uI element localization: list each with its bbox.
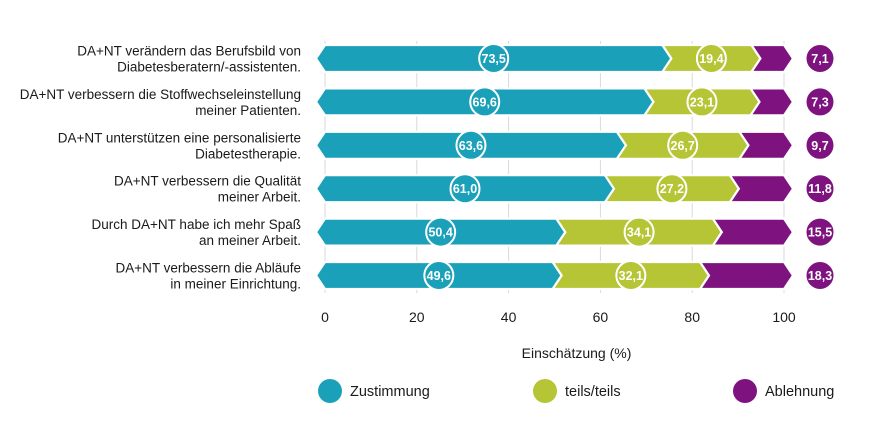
legend-swatch bbox=[533, 379, 557, 403]
category-label-line: Diabetesberatern/-assistenten. bbox=[117, 60, 301, 75]
data-label: 63,6 bbox=[459, 139, 483, 153]
category-label-line: DA+NT verbessern die Abläufe bbox=[116, 261, 301, 276]
category-label-line: DA+NT verändern das Berufsbild von bbox=[77, 44, 301, 59]
category-label-line: Diabetestherapie. bbox=[195, 146, 301, 161]
data-label: 32,1 bbox=[619, 269, 643, 283]
legend-label: Ablehnung bbox=[765, 384, 834, 400]
value-bubble bbox=[804, 260, 836, 291]
value-bubble bbox=[423, 260, 455, 291]
data-label: 11,8 bbox=[808, 182, 832, 196]
data-label: 18,3 bbox=[808, 269, 832, 283]
value-bubble bbox=[804, 86, 836, 118]
category-label-line: DA+NT verbessern die Stoffwechseleinstel… bbox=[20, 87, 301, 102]
value-bubble bbox=[623, 216, 655, 248]
legend-label: teils/teils bbox=[565, 384, 621, 400]
data-label: 7,3 bbox=[811, 95, 828, 109]
data-label: 9,7 bbox=[811, 139, 828, 153]
legend-swatch bbox=[733, 379, 757, 403]
data-label: 34,1 bbox=[627, 226, 651, 240]
value-bubble bbox=[686, 86, 718, 118]
category-label-line: meiner Arbeit. bbox=[218, 190, 301, 205]
value-bubble bbox=[695, 43, 727, 74]
value-bubble bbox=[667, 129, 699, 161]
bar-segment-ablehnung bbox=[697, 260, 795, 291]
legend-swatch bbox=[318, 379, 342, 403]
category-label: DA+NT unterstützen eine personalisierte D… bbox=[58, 130, 301, 161]
value-bubble bbox=[478, 43, 510, 74]
data-label: 49,6 bbox=[427, 269, 451, 283]
x-tick-label: 0 bbox=[321, 309, 329, 325]
value-bubble bbox=[804, 43, 836, 74]
data-label: 23,1 bbox=[690, 95, 714, 109]
x-tick-label: 60 bbox=[593, 309, 609, 325]
category-label-line: DA+NT verbessern die Qualität bbox=[114, 174, 301, 189]
value-bubble bbox=[449, 173, 481, 205]
bar-segment-ablehnung bbox=[749, 43, 795, 74]
data-label: 27,2 bbox=[660, 182, 684, 196]
data-label: 73,5 bbox=[482, 52, 506, 66]
legend-label: Zustimmung bbox=[350, 384, 430, 400]
bar-segment-ablehnung bbox=[737, 130, 795, 160]
data-label: 50,4 bbox=[428, 226, 452, 240]
category-label-line: DA+NT unterstützen eine personalisierte bbox=[58, 130, 301, 145]
x-axis-title: Einschätzung (%) bbox=[522, 345, 632, 361]
category-label-line: in meiner Einrichtung. bbox=[170, 277, 301, 292]
value-bubble bbox=[656, 173, 688, 205]
value-bubble bbox=[615, 260, 647, 291]
value-bubble bbox=[455, 129, 487, 161]
category-label: DA+NT verbessern die Qualität meiner Arbe… bbox=[114, 174, 301, 205]
data-label: 69,6 bbox=[473, 95, 497, 109]
category-label-line: Durch DA+NT habe ich mehr Spaß bbox=[92, 217, 301, 232]
x-tick-label: 80 bbox=[684, 309, 700, 325]
data-label: 61,0 bbox=[453, 182, 477, 196]
data-label: 19,4 bbox=[699, 52, 723, 66]
category-label-line: meiner Patienten. bbox=[195, 103, 301, 118]
value-bubble bbox=[804, 216, 836, 248]
value-bubble bbox=[804, 173, 836, 205]
data-label: 26,7 bbox=[671, 139, 695, 153]
bar-segment-ablehnung bbox=[727, 174, 795, 204]
data-label: 15,5 bbox=[808, 226, 832, 240]
category-label: DA+NT verbessern die Abläufe in meiner Ei… bbox=[116, 261, 301, 292]
value-bubble bbox=[469, 86, 501, 118]
x-tick-label: 100 bbox=[772, 309, 796, 325]
value-bubble bbox=[804, 129, 836, 161]
category-label-line: an meiner Arbeit. bbox=[199, 233, 301, 248]
x-tick-label: 40 bbox=[501, 309, 517, 325]
x-tick-label: 20 bbox=[409, 309, 425, 325]
category-label: DA+NT verbessern die Stoffwechseleinstel… bbox=[20, 87, 301, 118]
data-label: 7,1 bbox=[811, 52, 828, 66]
category-label: Durch DA+NT habe ich mehr Spaß an meiner … bbox=[92, 217, 301, 248]
bar-segment-ablehnung bbox=[710, 217, 795, 247]
category-label: DA+NT verändern das Berufsbild von Diabet… bbox=[77, 44, 301, 75]
value-bubble bbox=[425, 216, 457, 248]
bar-segment-ablehnung bbox=[748, 87, 795, 117]
